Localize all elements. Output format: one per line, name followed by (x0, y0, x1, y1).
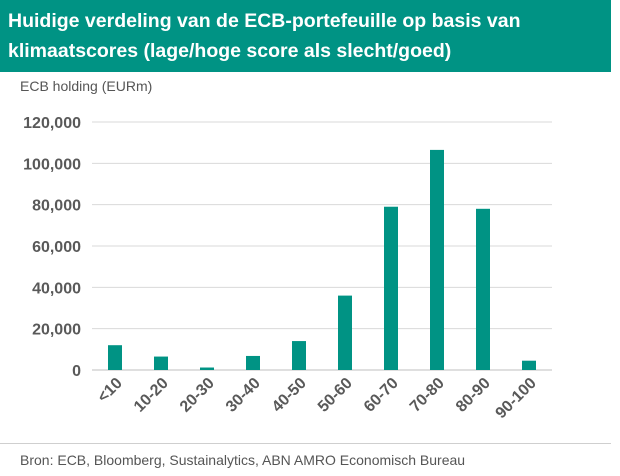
y-tick-label: 100,000 (23, 156, 81, 173)
y-tick-label: 0 (72, 363, 81, 380)
bar-<10 (108, 345, 122, 370)
y-tick-label: 60,000 (32, 239, 81, 256)
x-tick-label: 40-50 (269, 375, 310, 416)
bar-90-100 (522, 360, 536, 370)
y-tick-label: 120,000 (23, 115, 81, 132)
bar-60-70 (384, 206, 398, 370)
x-tick-label: 80-90 (453, 375, 494, 416)
x-tick-label: 10-20 (131, 375, 172, 416)
bar-10-20 (154, 356, 168, 370)
source-note: Bron: ECB, Bloomberg, Sustainalytics, AB… (20, 452, 466, 468)
bar-40-50 (292, 341, 306, 370)
bar-20-30 (200, 367, 214, 370)
y-tick-labels: 0 20,000 40,000 60,000 80,000 100,000 120,000 (23, 115, 81, 380)
y-tick-label: 80,000 (32, 198, 81, 215)
y-tick-label: 20,000 (32, 322, 81, 339)
bar-70-80 (430, 149, 444, 370)
x-tick-label: 30-40 (223, 375, 264, 416)
x-tick-label: 20-30 (177, 375, 218, 416)
title-banner (0, 0, 611, 72)
x-tick-label: <10 (95, 375, 126, 406)
y-axis-label: ECB holding (EURm) (20, 78, 153, 94)
source-divider (0, 443, 611, 444)
grid-lines (92, 121, 552, 371)
chart-title: Huidige verdeling van de ECB-portefeuill… (8, 10, 521, 62)
bar-30-40 (246, 355, 260, 370)
x-tick-label: 50-60 (315, 375, 356, 416)
x-tick-label: 70-80 (407, 375, 448, 416)
x-tick-label: 90-100 (493, 375, 540, 422)
x-tick-label: 60-70 (361, 375, 402, 416)
bar-80-90 (476, 208, 490, 370)
bars (108, 149, 536, 370)
y-tick-label: 40,000 (32, 280, 81, 297)
x-tick-labels: <10 10-20 20-30 30-40 40-50 50-60 60-70 70-80 80… (95, 375, 540, 422)
bar-50-60 (338, 295, 352, 370)
